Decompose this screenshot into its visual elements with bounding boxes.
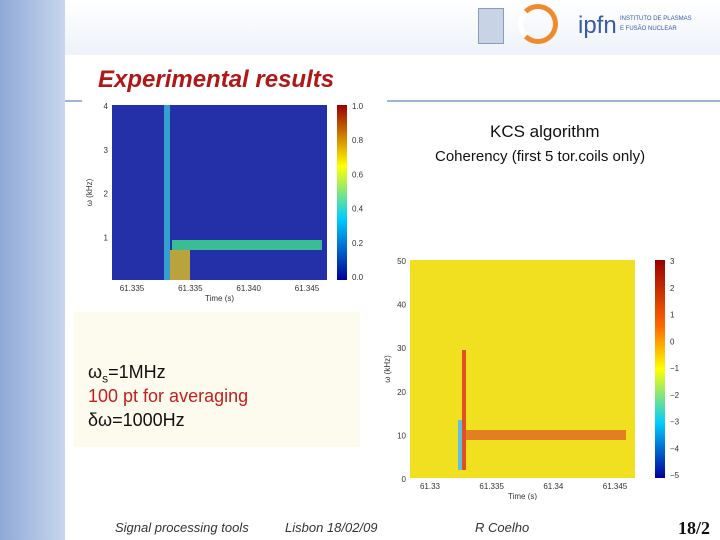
title: Experimental results (98, 66, 335, 93)
y-tick-label: 10 (397, 431, 406, 440)
footer-author: R Coelho (475, 520, 530, 535)
colorbar-label: −3 (670, 418, 680, 427)
crest-logo (478, 8, 504, 44)
colorbar-label: 0.6 (352, 170, 364, 179)
y-tick-label: 30 (397, 344, 406, 353)
colorbar-label: −2 (670, 391, 680, 400)
note: KCS algorithm (490, 122, 600, 141)
colorbar-label: 0.8 (352, 136, 364, 145)
colorbar-label: 0.2 (352, 239, 364, 248)
footer-topic: Signal processing tools (115, 520, 249, 535)
streak (164, 105, 170, 280)
footer-place: Lisbon 18/02/09 (285, 520, 378, 535)
x-tick-label: 61.33 (420, 482, 441, 491)
omega-rest: =1MHz (108, 362, 166, 382)
y-tick-label: 20 (397, 388, 406, 397)
params-box (74, 312, 360, 447)
y-tick-label: 2 (104, 190, 109, 199)
y-tick-label: 1 (104, 233, 109, 242)
side-bar (0, 0, 65, 540)
colorbar-label: 0.4 (352, 205, 364, 214)
y-tick-label: 50 (397, 257, 406, 266)
colorbar-label: −1 (670, 364, 680, 373)
plot (410, 260, 635, 478)
param-averaging: 100 pt for averaging (88, 386, 249, 406)
colorbar-label: −5 (670, 471, 680, 480)
y-tick-label: 4 (104, 102, 109, 111)
x-tick-label: 61.345 (295, 284, 320, 293)
y-axis-label: ω (kHz) (383, 355, 392, 383)
institute-2: E FUSÃO NUCLEAR (620, 26, 677, 32)
colorbar (337, 105, 347, 280)
streak (458, 420, 462, 470)
colorbar-label: 1.0 (352, 102, 364, 111)
logo-text: ipfn (578, 12, 617, 39)
title-rule (65, 100, 720, 102)
figure: 61.33 61.335 61.34 61.345504030201003210−1−… (380, 250, 690, 500)
x-tick-label: 61.335 (120, 284, 145, 293)
x-axis-label: Time (s) (508, 492, 537, 500)
x-tick-label: 61.34 (543, 482, 564, 491)
colorbar-label: −4 (670, 444, 680, 453)
colorbar-label: 3 (670, 257, 675, 266)
top-band (65, 0, 720, 55)
ring-logo (518, 4, 558, 44)
y-tick-label: 40 (397, 301, 406, 310)
param-omega: ωs=1MHz (88, 362, 166, 386)
streak (172, 240, 322, 250)
streak (466, 430, 626, 440)
param-resolution: δω=1000Hz (88, 410, 185, 430)
y-tick-label: 3 (104, 146, 109, 155)
note: Coherency (first 5 tor.coils only) (435, 148, 646, 165)
x-axis-label: Time (s) (205, 294, 234, 303)
institute-1: INSTITUTO DE PLASMAS (620, 16, 692, 22)
page-number: 18/2 (678, 518, 711, 538)
streak (462, 350, 466, 470)
x-tick-label: 61.340 (236, 284, 261, 293)
plot (112, 105, 327, 280)
x-tick-label: 61.335 (479, 482, 504, 491)
colorbar-label: 0.0 (352, 273, 364, 282)
figure: 61.335 61.335 61.340 61.345 4 3 2 1 1.0 0.8 0.6 0.4… (82, 100, 387, 310)
y-tick-label: 0 (402, 475, 407, 484)
colorbar-label: 1 (670, 311, 675, 320)
x-tick-label: 61.345 (603, 482, 628, 491)
streak (170, 250, 190, 280)
colorbar (655, 260, 665, 478)
colorbar-label: 2 (670, 284, 675, 293)
x-tick-label: 61.335 (178, 284, 203, 293)
colorbar-label: 0 (670, 337, 675, 346)
y-axis-label: ω (kHz) (85, 178, 94, 206)
omega: ω (88, 362, 103, 382)
sub: s (102, 371, 109, 386)
